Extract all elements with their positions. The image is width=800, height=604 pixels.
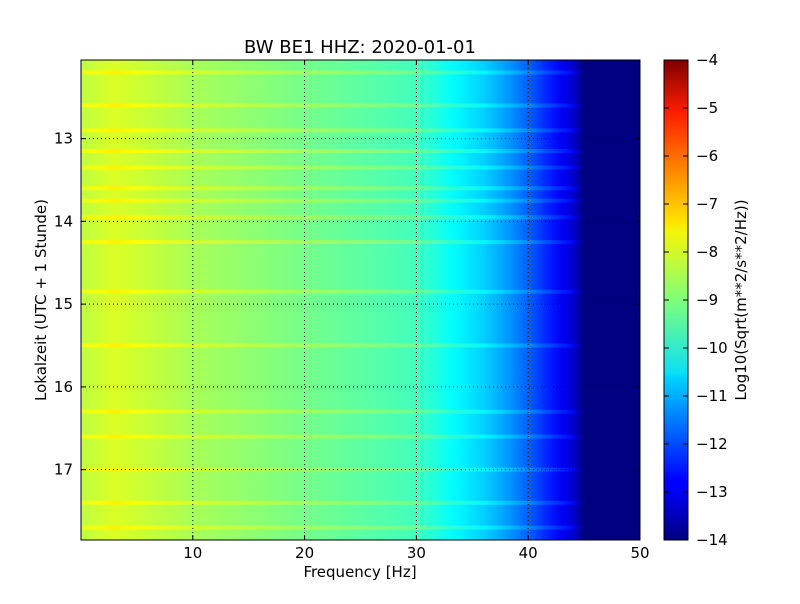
colorbar-tick-label: −13 [696, 483, 728, 501]
y-tick-label: 16 [54, 378, 73, 396]
plot-frame [80, 59, 641, 541]
x-axis-label: Frequency [Hz] [303, 563, 416, 581]
x-axis: 10 20 30 40 50 [183, 60, 650, 562]
colorbar-tick-label: −9 [696, 291, 718, 309]
chart-title: BW BE1 HHZ: 2020-01-01 [244, 37, 476, 58]
grid-lines [81, 60, 640, 540]
colorbar-label: Log10(Sqrt(m**2/s**2/Hz)) [732, 199, 750, 400]
spectrogram-image [81, 60, 640, 540]
colorbar-tick-label: −11 [696, 387, 728, 405]
colorbar: −4 −5 −6 −7 −8 −9 −10 −11 −12 −13 −14 Log10(Sqrt(m… [663, 51, 750, 549]
x-tick-label: 20 [295, 544, 314, 562]
colorbar-tick-label: −12 [696, 435, 728, 453]
x-tick-label: 40 [519, 544, 538, 562]
x-tick-label: 10 [183, 544, 202, 562]
x-tick-label: 30 [407, 544, 426, 562]
y-tick-label: 15 [54, 295, 73, 313]
x-tick-label: 50 [630, 544, 649, 562]
colorbar-tick-label: −7 [696, 195, 718, 213]
y-tick-label: 13 [54, 130, 73, 148]
colorbar-ticks: −4 −5 −6 −7 −8 −9 −10 −11 −12 −13 −14 [664, 51, 728, 549]
y-tick-label: 17 [54, 461, 73, 479]
y-tick-label: 14 [54, 212, 73, 230]
colorbar-tick-label: −4 [696, 51, 718, 69]
colorbar-tick-label: −10 [696, 339, 728, 357]
plot-area: 10 20 30 40 50 13 14 15 16 17 [54, 59, 650, 562]
y-axis-label: Lokalzeit (UTC + 1 Stunde) [32, 199, 50, 401]
colorbar-tick-label: −5 [696, 99, 718, 117]
colorbar-tick-label: −6 [696, 147, 718, 165]
y-axis: 13 14 15 16 17 [54, 130, 640, 479]
colorbar-tick-label: −8 [696, 243, 718, 261]
colorbar-tick-label: −14 [696, 531, 728, 549]
